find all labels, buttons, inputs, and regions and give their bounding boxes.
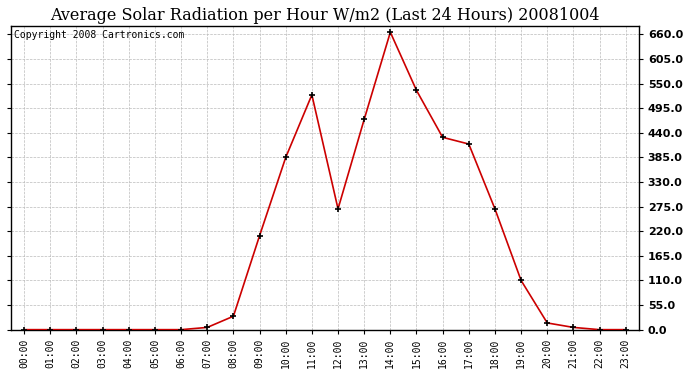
Title: Average Solar Radiation per Hour W/m2 (Last 24 Hours) 20081004: Average Solar Radiation per Hour W/m2 (L… bbox=[50, 7, 600, 24]
Text: Copyright 2008 Cartronics.com: Copyright 2008 Cartronics.com bbox=[14, 30, 185, 40]
